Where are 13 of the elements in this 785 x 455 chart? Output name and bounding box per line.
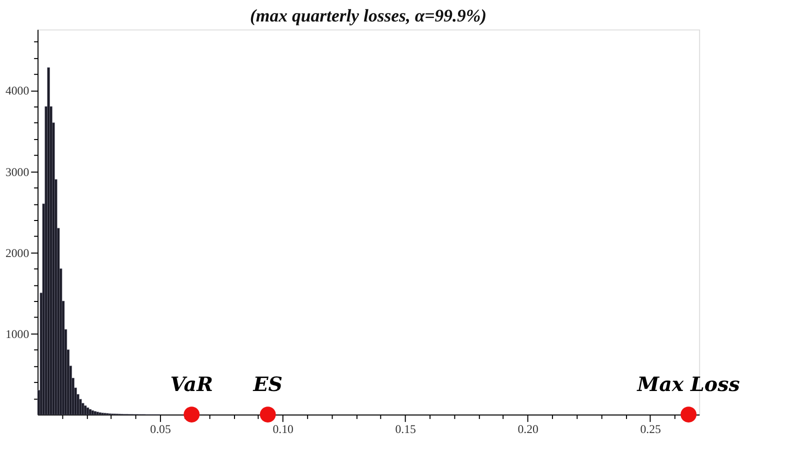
y-tick-label: 1000 — [5, 326, 30, 341]
y-tick-label: 4000 — [5, 84, 30, 98]
x-tick-label: 0.20 — [518, 422, 539, 436]
x-tick-label: 0.25 — [640, 422, 662, 436]
annotation: VaR — [170, 372, 213, 396]
x-tick-label: 0.05 — [150, 422, 171, 436]
annotation: ES — [252, 372, 282, 396]
annotation: Max Loss — [636, 372, 740, 396]
y-tick-label: 3000 — [5, 164, 30, 179]
x-tick-label: 0.15 — [395, 422, 416, 436]
x-tick-label: 0.10 — [272, 422, 294, 436]
y-tick-label: 2000 — [5, 246, 30, 260]
chart-title: (max quarterly losses, α=99.9%) — [250, 6, 487, 26]
